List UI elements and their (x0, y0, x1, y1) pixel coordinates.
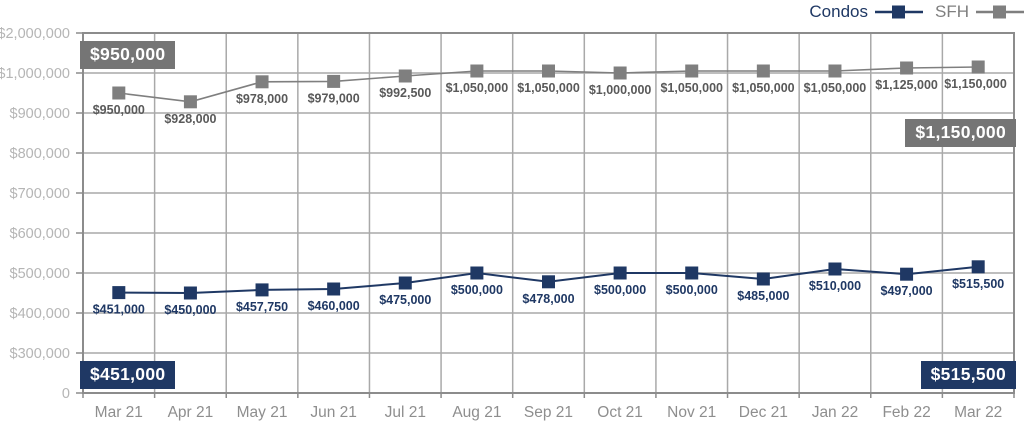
data-point-marker (255, 283, 269, 297)
data-point-label: $450,000 (164, 303, 216, 317)
x-axis-label: Jun 21 (310, 404, 357, 421)
x-axis-label: May 21 (237, 404, 288, 421)
legend-line-marker-icon (875, 5, 923, 18)
data-point-label: $979,000 (308, 91, 360, 105)
data-point-marker (398, 69, 412, 83)
data-point-marker (542, 64, 555, 78)
x-axis-label: Mar 22 (954, 404, 1002, 421)
data-point-marker (828, 262, 842, 276)
x-axis-label: Aug 21 (452, 404, 501, 421)
x-axis-label: Mar 21 (95, 404, 143, 421)
legend-label-condos: Condos (809, 2, 868, 21)
y-axis-label: $2,000,000 (0, 26, 70, 42)
data-point-label: $1,125,000 (875, 78, 938, 92)
chart-legend: Condos SFH (809, 3, 1024, 20)
data-point-label: $478,000 (522, 292, 574, 306)
y-axis-label: $300,000 (10, 346, 70, 362)
y-axis-label: $700,000 (10, 186, 70, 202)
data-point-marker (971, 260, 985, 274)
data-point-label: $515,500 (952, 277, 1004, 291)
data-point-label: $1,050,000 (517, 81, 580, 95)
x-axis-label: Nov 21 (667, 404, 716, 421)
data-point-marker (112, 86, 126, 100)
y-axis-label: $900,000 (10, 106, 70, 122)
data-point-label: $1,150,000 (944, 77, 1007, 91)
data-point-label: $1,000,000 (589, 83, 652, 97)
data-point-label: $500,000 (594, 283, 646, 297)
y-axis-label: $500,000 (10, 266, 70, 282)
data-point-marker (613, 266, 627, 280)
x-axis-label: Apr 21 (168, 404, 214, 421)
y-axis-labels: 0 $300,000 $400,000 $500,000 $600,000 $700,00… (0, 26, 70, 402)
data-point-label: $1,050,000 (446, 81, 509, 95)
callout-mid-right-sfh: $1,150,000 (905, 119, 1016, 147)
data-point-label: $457,750 (236, 300, 288, 314)
data-point-label: $928,000 (164, 112, 216, 126)
data-point-label: $497,000 (881, 284, 933, 298)
data-point-marker (756, 64, 770, 78)
legend-line-marker-icon (976, 5, 1024, 18)
y-axis-label: 0 (62, 386, 70, 402)
data-point-marker (828, 64, 842, 78)
data-point-marker (255, 75, 269, 89)
data-point-label: $451,000 (93, 303, 145, 317)
series-sfh: $950,000 $928,000 $978,000 $979,000 $992,500… (93, 60, 1007, 126)
data-point-label: $992,500 (379, 86, 431, 100)
data-point-label: $485,000 (737, 289, 789, 303)
callout-bottom-left-condos: $451,000 (80, 361, 176, 389)
x-axis-label: Sep 21 (524, 404, 573, 421)
x-axis-label: Jul 21 (385, 404, 426, 421)
plot-border (82, 32, 1015, 394)
y-axis-label: $800,000 (10, 146, 70, 162)
data-point-marker (685, 64, 699, 78)
data-point-marker (613, 66, 627, 80)
data-point-marker (900, 267, 914, 281)
legend-label-sfh: SFH (935, 2, 969, 21)
callout-bottom-right-condos: $515,500 (920, 361, 1016, 389)
x-axis-label: Oct 21 (597, 404, 643, 421)
data-point-label: $1,050,000 (732, 81, 795, 95)
data-point-marker (183, 286, 197, 300)
data-point-label: $1,050,000 (804, 81, 867, 95)
data-point-label: $1,050,000 (660, 81, 723, 95)
data-point-marker (470, 64, 484, 78)
data-point-marker (183, 95, 197, 109)
data-point-label: $950,000 (93, 103, 145, 117)
x-axis-label: Feb 22 (882, 404, 930, 421)
data-point-marker (971, 60, 985, 74)
y-axis-label: $1,000,000 (0, 66, 70, 82)
data-point-label: $500,000 (666, 283, 718, 297)
data-point-marker (756, 272, 770, 286)
data-point-marker (470, 266, 484, 280)
x-axis-label: Jan 22 (812, 404, 859, 421)
data-point-label: $460,000 (308, 299, 360, 313)
series-condos: $451,000 $450,000 $457,750 $460,000 $475,000… (93, 260, 1004, 317)
y-axis-label: $400,000 (10, 306, 70, 322)
data-point-label: $978,000 (236, 92, 288, 106)
data-point-marker (685, 266, 699, 280)
data-point-marker (398, 276, 412, 290)
y-axis-label: $600,000 (10, 226, 70, 242)
data-point-marker (327, 74, 341, 88)
x-axis-labels: Mar 21 Apr 21 May 21 Jun 21 Jul 21 Aug 21 Sep … (95, 404, 1003, 421)
data-point-marker (900, 61, 914, 75)
data-point-marker (542, 275, 555, 289)
data-point-label: $500,000 (451, 283, 503, 297)
x-axis-label: Dec 21 (739, 404, 788, 421)
data-point-label: $510,000 (809, 279, 861, 293)
data-point-marker (112, 286, 126, 300)
data-point-marker (327, 282, 341, 296)
data-point-label: $475,000 (379, 293, 431, 307)
callout-top-left-sfh: $950,000 (80, 41, 176, 69)
